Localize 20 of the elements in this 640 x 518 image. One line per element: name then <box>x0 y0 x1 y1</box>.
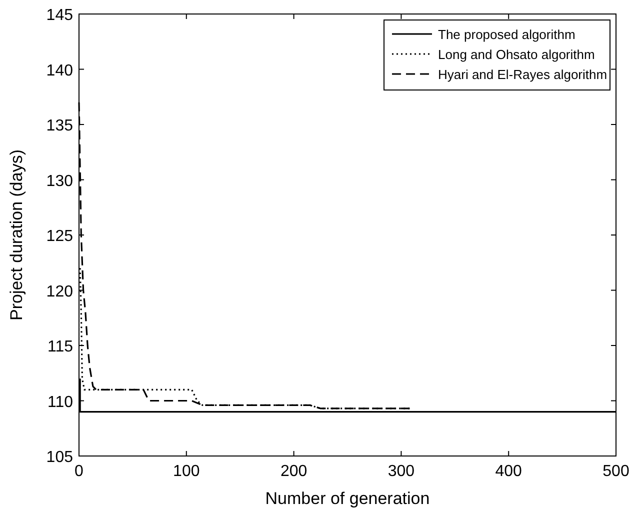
legend-label: Hyari and El-Rayes algorithm <box>438 67 608 82</box>
x-tick-label: 300 <box>388 463 415 480</box>
x-tick-label: 0 <box>74 463 84 480</box>
x-tick-label: 500 <box>602 463 630 480</box>
y-tick-label: 120 <box>46 283 74 300</box>
y-tick-label: 145 <box>46 7 74 24</box>
x-tick-label: 100 <box>173 463 200 480</box>
y-tick-label: 115 <box>47 338 74 356</box>
y-axis-title: Project duration (days) <box>7 149 26 321</box>
y-tick-label: 140 <box>46 62 74 80</box>
x-tick-label: 400 <box>495 463 522 480</box>
x-tick-label: 200 <box>280 463 308 480</box>
legend-label: Long and Ohsato algorithm <box>438 47 595 62</box>
y-tick-label: 110 <box>47 394 74 411</box>
y-tick-label: 105 <box>46 449 74 466</box>
y-tick-label: 125 <box>46 228 74 245</box>
x-axis-title: Number of generation <box>265 489 430 508</box>
y-tick-label: 135 <box>46 118 74 134</box>
legend-label: The proposed algorithm <box>438 27 576 42</box>
y-tick-label: 130 <box>46 172 74 190</box>
